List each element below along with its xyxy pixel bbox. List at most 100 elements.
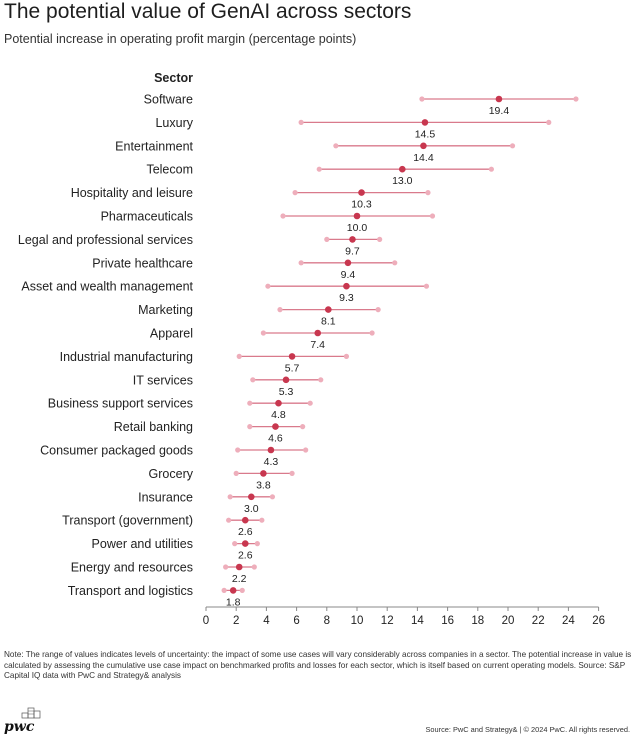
range-high-marker xyxy=(377,236,383,242)
range-high-marker xyxy=(392,260,398,266)
range-high-marker xyxy=(318,377,324,383)
value-point xyxy=(260,470,267,477)
value-label: 9.3 xyxy=(339,292,354,304)
value-point xyxy=(420,142,427,150)
value-point xyxy=(267,446,275,454)
chart-note: Note: The range of values indicates leve… xyxy=(4,650,632,681)
range-high-marker xyxy=(488,166,494,172)
category-label: Energy and resources xyxy=(71,561,193,575)
category-label: Private healthcare xyxy=(92,256,193,270)
category-header: Sector xyxy=(154,71,193,85)
chart-title: The potential value of GenAI across sect… xyxy=(4,0,412,23)
range-low-marker xyxy=(236,353,242,359)
range-high-marker xyxy=(269,494,276,500)
category-label: IT services xyxy=(133,373,193,387)
range-low-marker xyxy=(232,541,238,547)
value-point xyxy=(282,376,290,384)
range-high-marker xyxy=(239,587,245,594)
dot-range-chart: Sector Software 19.4 Luxury 14.5 Entertainmen… xyxy=(18,71,605,627)
category-label: Telecom xyxy=(146,163,193,177)
range-high-marker xyxy=(369,330,375,336)
value-point xyxy=(495,95,503,103)
value-point xyxy=(229,587,237,594)
value-label: 19.4 xyxy=(489,105,510,117)
category-label: Industrial manufacturing xyxy=(60,350,193,364)
value-point xyxy=(272,423,279,430)
range-low-marker xyxy=(221,587,227,594)
range-high-marker xyxy=(251,564,257,570)
source-line: Source: PwC and Strategy& | © 2024 PwC. … xyxy=(425,725,630,734)
x-tick-label: 22 xyxy=(532,615,545,627)
value-label: 10.0 xyxy=(347,222,368,234)
value-label: 2.6 xyxy=(238,526,253,538)
category-label: Luxury xyxy=(155,116,193,130)
value-point xyxy=(314,329,322,337)
x-tick-label: 16 xyxy=(441,615,454,627)
category-label: Marketing xyxy=(138,303,193,317)
range-high-marker xyxy=(300,424,306,430)
value-point xyxy=(421,119,429,126)
range-high-marker xyxy=(259,517,265,523)
range-low-marker xyxy=(298,260,304,266)
x-tick-label: 18 xyxy=(471,615,484,627)
range-high-marker xyxy=(289,470,295,476)
value-point xyxy=(358,189,365,196)
range-high-marker xyxy=(546,119,552,125)
range-low-marker xyxy=(324,236,330,242)
category-label: Software xyxy=(144,93,193,107)
value-point xyxy=(248,493,255,501)
value-label: 13.0 xyxy=(392,175,413,187)
value-label: 7.4 xyxy=(310,339,325,351)
range-low-marker xyxy=(250,377,256,383)
category-label: Asset and wealth management xyxy=(21,280,193,294)
x-tick-label: 20 xyxy=(502,615,515,627)
value-point xyxy=(344,259,352,267)
range-low-marker xyxy=(280,213,286,219)
range-high-marker xyxy=(423,283,430,289)
value-point xyxy=(325,306,332,313)
value-label: 14.5 xyxy=(415,128,436,140)
value-point xyxy=(343,282,350,290)
chart-subtitle: Potential increase in operating profit m… xyxy=(4,32,357,46)
range-low-marker xyxy=(316,166,322,172)
value-label: 9.4 xyxy=(341,269,356,281)
pwc-logo-text: pwc xyxy=(4,719,35,735)
value-label: 4.3 xyxy=(264,456,279,468)
range-low-marker xyxy=(235,447,241,453)
range-low-marker xyxy=(292,190,298,196)
value-label: 9.7 xyxy=(345,245,360,257)
range-low-marker xyxy=(333,143,339,149)
value-point xyxy=(288,353,296,360)
range-high-marker xyxy=(425,190,431,196)
value-label: 4.8 xyxy=(271,409,286,421)
range-low-marker xyxy=(227,494,233,500)
range-low-marker xyxy=(260,330,266,336)
category-label: Transport (government) xyxy=(62,514,193,528)
value-label: 3.0 xyxy=(244,503,259,515)
value-label: 8.1 xyxy=(321,316,336,328)
x-tick-label: 24 xyxy=(562,615,575,627)
value-point xyxy=(241,540,249,547)
value-label: 10.3 xyxy=(351,199,372,211)
value-point xyxy=(353,212,361,220)
category-label: Business support services xyxy=(48,397,193,411)
value-label: 5.7 xyxy=(285,362,300,374)
category-label: Transport and logistics xyxy=(68,584,193,598)
x-tick-label: 6 xyxy=(293,615,299,627)
value-label: 2.6 xyxy=(238,550,253,562)
value-label: 3.8 xyxy=(256,479,271,491)
value-label: 2.2 xyxy=(232,573,247,585)
value-label: 5.3 xyxy=(279,386,294,398)
x-tick-label: 26 xyxy=(592,615,605,627)
x-tick-label: 8 xyxy=(324,615,330,627)
x-tick-label: 10 xyxy=(351,615,364,627)
range-high-marker xyxy=(343,353,350,359)
range-low-marker xyxy=(226,517,232,523)
range-low-marker xyxy=(419,96,425,102)
value-point xyxy=(349,236,356,243)
value-label: 1.8 xyxy=(226,596,241,608)
x-tick-label: 0 xyxy=(203,615,209,627)
category-label: Pharmaceuticals xyxy=(101,210,193,224)
range-low-marker xyxy=(223,564,229,570)
range-high-marker xyxy=(429,213,436,219)
